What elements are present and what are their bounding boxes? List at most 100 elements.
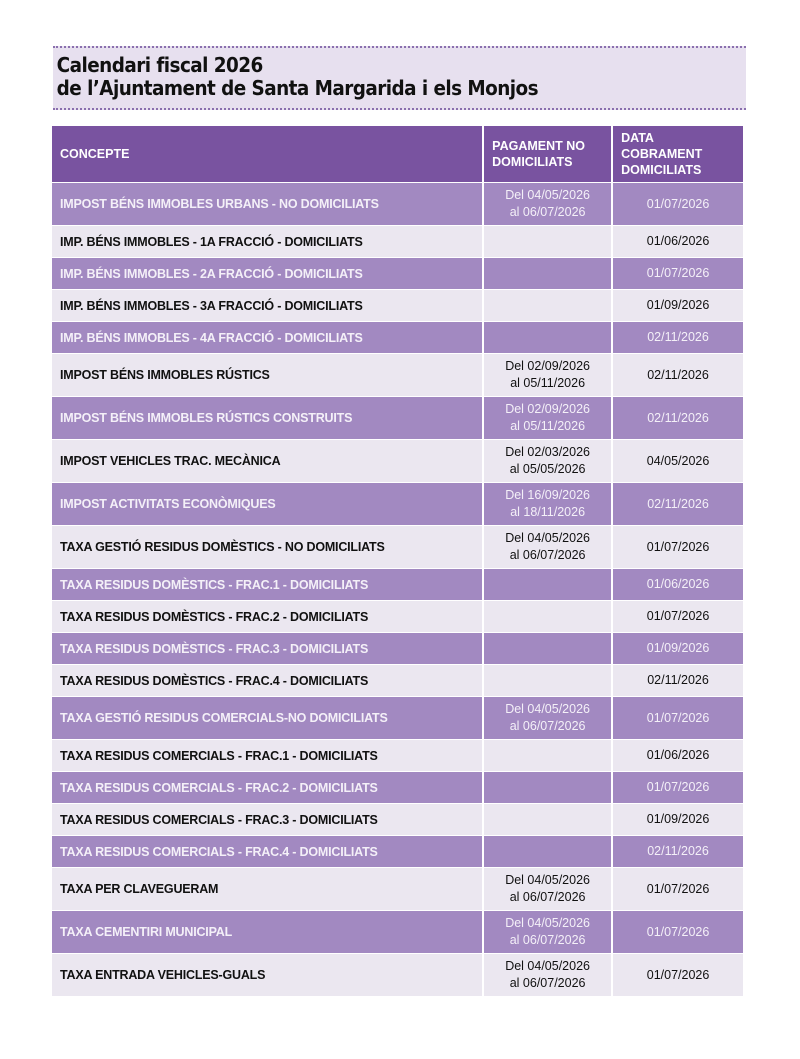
cell-data-cobrament: 01/07/2026 xyxy=(613,183,743,225)
document-title: Calendari fiscal 2026 de l’Ajuntament de… xyxy=(53,46,746,110)
pagament-line: al 06/07/2026 xyxy=(509,933,586,947)
cell-pagament: Del 02/09/2026 al 05/11/2026 xyxy=(484,397,612,439)
table-row: IMPOST VEHICLES TRAC. MECÀNICA Del 02/03/… xyxy=(52,440,743,482)
pagament-line: al 05/11/2026 xyxy=(510,376,586,390)
cell-data-cobrament: 01/07/2026 xyxy=(613,954,743,996)
cell-concepte: TAXA RESIDUS DOMÈSTICS - FRAC.4 - DOMICI… xyxy=(52,665,483,696)
cell-pagament: Del 16/09/2026 al 18/11/2026 xyxy=(484,483,612,525)
cell-pagament: Del 04/05/2026 al 06/07/2026 xyxy=(484,697,612,739)
cell-concepte: TAXA RESIDUS COMERCIALS - FRAC.1 - DOMIC… xyxy=(52,740,483,771)
pagament-line: al 06/07/2026 xyxy=(509,548,586,562)
cell-concepte: IMP. BÉNS IMMOBLES - 2A FRACCIÓ - DOMICI… xyxy=(52,258,483,289)
cell-pagament xyxy=(484,665,612,696)
cell-concepte: IMPOST BÉNS IMMOBLES RÚSTICS CONSTRUITS xyxy=(52,397,483,439)
cell-pagament: Del 04/05/2026 al 06/07/2026 xyxy=(484,868,612,910)
title-line-1: Calendari fiscal 2026 xyxy=(56,53,264,77)
pagament-line: al 06/07/2026 xyxy=(509,205,586,219)
cell-data-cobrament: 01/07/2026 xyxy=(613,258,743,289)
table-body: IMPOST BÉNS IMMOBLES URBANS - NO DOMICIL… xyxy=(52,183,743,996)
pagament-line: Del 04/05/2026 xyxy=(505,702,590,716)
table-row: TAXA RESIDUS COMERCIALS - FRAC.1 - DOMIC… xyxy=(52,740,743,771)
cell-concepte: IMPOST BÉNS IMMOBLES RÚSTICS xyxy=(52,354,483,396)
table-row: TAXA ENTRADA VEHICLES-GUALS Del 04/05/202… xyxy=(52,954,743,996)
cell-pagament: Del 02/03/2026 al 05/05/2026 xyxy=(484,440,612,482)
cell-data-cobrament: 01/09/2026 xyxy=(613,290,743,321)
table-row: TAXA RESIDUS COMERCIALS - FRAC.4 - DOMIC… xyxy=(52,836,743,867)
table-row: TAXA RESIDUS COMERCIALS - FRAC.3 - DOMIC… xyxy=(52,804,743,835)
table-row: IMPOST BÉNS IMMOBLES URBANS - NO DOMICIL… xyxy=(52,183,743,225)
table-row: TAXA RESIDUS DOMÈSTICS - FRAC.4 - DOMICI… xyxy=(52,665,743,696)
cell-data-cobrament: 01/09/2026 xyxy=(613,804,743,835)
cell-data-cobrament: 02/11/2026 xyxy=(613,836,743,867)
table-row: TAXA GESTIÓ RESIDUS COMERCIALS-NO DOMICI… xyxy=(52,697,743,739)
cell-concepte: IMP. BÉNS IMMOBLES - 1A FRACCIÓ - DOMICI… xyxy=(52,226,483,257)
cell-pagament xyxy=(484,601,612,632)
pagament-line: al 06/07/2026 xyxy=(509,976,586,990)
table-row: TAXA GESTIÓ RESIDUS DOMÈSTICS - NO DOMIC… xyxy=(52,526,743,568)
pagament-line: al 18/11/2026 xyxy=(510,505,586,519)
cell-pagament xyxy=(484,772,612,803)
cell-data-cobrament: 01/07/2026 xyxy=(613,772,743,803)
cell-concepte: TAXA RESIDUS COMERCIALS - FRAC.3 - DOMIC… xyxy=(52,804,483,835)
cell-data-cobrament: 04/05/2026 xyxy=(613,440,743,482)
cell-pagament xyxy=(484,836,612,867)
cell-concepte: IMP. BÉNS IMMOBLES - 4A FRACCIÓ - DOMICI… xyxy=(52,322,483,353)
cell-pagament xyxy=(484,740,612,771)
cell-data-cobrament: 01/06/2026 xyxy=(613,569,743,600)
cell-data-cobrament: 01/07/2026 xyxy=(613,697,743,739)
cell-pagament xyxy=(484,633,612,664)
fiscal-calendar-table: CONCEPTE PAGAMENT NO DOMICILIATS DATA CO… xyxy=(50,125,745,997)
table-row: TAXA RESIDUS DOMÈSTICS - FRAC.2 - DOMICI… xyxy=(52,601,743,632)
cell-data-cobrament: 01/07/2026 xyxy=(613,911,743,953)
cell-data-cobrament: 02/11/2026 xyxy=(613,665,743,696)
table-row: IMP. BÉNS IMMOBLES - 4A FRACCIÓ - DOMICI… xyxy=(52,322,743,353)
table-row: TAXA RESIDUS DOMÈSTICS - FRAC.1 - DOMICI… xyxy=(52,569,743,600)
title-line-2: de l’Ajuntament de Santa Margarida i els… xyxy=(56,76,539,100)
cell-pagament xyxy=(484,226,612,257)
cell-data-cobrament: 01/06/2026 xyxy=(613,740,743,771)
table-row: IMPOST ACTIVITATS ECONÒMIQUES Del 16/09/2… xyxy=(52,483,743,525)
cell-concepte: TAXA CEMENTIRI MUNICIPAL xyxy=(52,911,483,953)
cell-data-cobrament: 01/06/2026 xyxy=(613,226,743,257)
cell-concepte: TAXA PER CLAVEGUERAM xyxy=(52,868,483,910)
cell-pagament: Del 02/09/2026 al 05/11/2026 xyxy=(484,354,612,396)
pagament-line: Del 16/09/2026 xyxy=(505,488,590,502)
cell-concepte: IMPOST VEHICLES TRAC. MECÀNICA xyxy=(52,440,483,482)
header-pagament: PAGAMENT NO DOMICILIATS xyxy=(484,126,612,182)
cell-concepte: TAXA ENTRADA VEHICLES-GUALS xyxy=(52,954,483,996)
cell-concepte: TAXA RESIDUS DOMÈSTICS - FRAC.2 - DOMICI… xyxy=(52,601,483,632)
pagament-line: Del 04/05/2026 xyxy=(505,916,590,930)
pagament-line: Del 02/03/2026 xyxy=(505,445,590,459)
cell-data-cobrament: 01/07/2026 xyxy=(613,526,743,568)
cell-concepte: TAXA RESIDUS COMERCIALS - FRAC.2 - DOMIC… xyxy=(52,772,483,803)
pagament-line: Del 04/05/2026 xyxy=(505,873,590,887)
cell-concepte: TAXA RESIDUS DOMÈSTICS - FRAC.1 - DOMICI… xyxy=(52,569,483,600)
pagament-line: al 05/11/2026 xyxy=(510,419,586,433)
cell-data-cobrament: 01/07/2026 xyxy=(613,868,743,910)
table-row: TAXA PER CLAVEGUERAM Del 04/05/2026 al 06/… xyxy=(52,868,743,910)
cell-data-cobrament: 02/11/2026 xyxy=(613,397,743,439)
cell-data-cobrament: 01/09/2026 xyxy=(613,633,743,664)
cell-concepte: IMP. BÉNS IMMOBLES - 3A FRACCIÓ - DOMICI… xyxy=(52,290,483,321)
header-concepte: CONCEPTE xyxy=(52,126,483,182)
table-row: TAXA RESIDUS DOMÈSTICS - FRAC.3 - DOMICI… xyxy=(52,633,743,664)
pagament-line: Del 04/05/2026 xyxy=(505,531,590,545)
cell-concepte: TAXA GESTIÓ RESIDUS COMERCIALS-NO DOMICI… xyxy=(52,697,483,739)
cell-concepte: TAXA RESIDUS DOMÈSTICS - FRAC.3 - DOMICI… xyxy=(52,633,483,664)
cell-pagament xyxy=(484,258,612,289)
pagament-line: Del 02/09/2026 xyxy=(505,359,590,373)
cell-concepte: IMPOST BÉNS IMMOBLES URBANS - NO DOMICIL… xyxy=(52,183,483,225)
cell-pagament: Del 04/05/2026 al 06/07/2026 xyxy=(484,183,612,225)
table-row: IMPOST BÉNS IMMOBLES RÚSTICS Del 02/09/20… xyxy=(52,354,743,396)
pagament-line: al 05/05/2026 xyxy=(509,462,586,476)
table-row: TAXA CEMENTIRI MUNICIPAL Del 04/05/2026 al… xyxy=(52,911,743,953)
table-row: IMP. BÉNS IMMOBLES - 3A FRACCIÓ - DOMICI… xyxy=(52,290,743,321)
header-data-cobrament: DATA COBRAMENT DOMICILIATS xyxy=(613,126,743,182)
table-header-row: CONCEPTE PAGAMENT NO DOMICILIATS DATA CO… xyxy=(52,126,743,182)
pagament-line: al 06/07/2026 xyxy=(509,890,586,904)
cell-pagament xyxy=(484,804,612,835)
pagament-line: Del 02/09/2026 xyxy=(505,402,590,416)
cell-data-cobrament: 02/11/2026 xyxy=(613,354,743,396)
table-row: IMP. BÉNS IMMOBLES - 2A FRACCIÓ - DOMICI… xyxy=(52,258,743,289)
table-row: TAXA RESIDUS COMERCIALS - FRAC.2 - DOMIC… xyxy=(52,772,743,803)
